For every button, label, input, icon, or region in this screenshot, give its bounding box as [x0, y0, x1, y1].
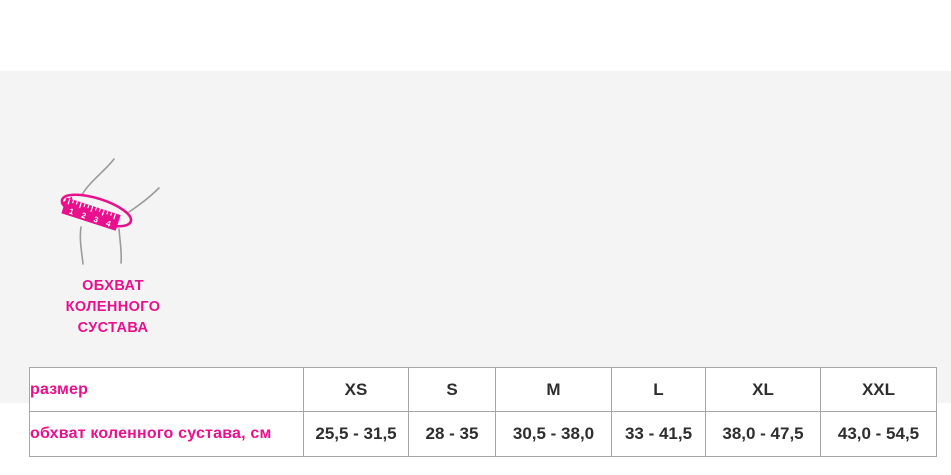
measurement-caption: ОБХВАТ КОЛЕННОГО СУСТАВА	[27, 276, 199, 339]
size-header-xs: XS	[303, 367, 409, 412]
caption-line-1: ОБХВАТ	[82, 278, 144, 294]
leg-outline	[79, 158, 160, 265]
tape-ruler-band: 1 2 3 4	[61, 197, 121, 231]
size-range-l: 33 - 41,5	[611, 411, 706, 457]
svg-text:3: 3	[93, 215, 101, 225]
row-label-circumference: обхват коленного сустава, см	[29, 411, 304, 457]
size-range-xxl: 43,0 - 54,5	[820, 411, 937, 457]
tape-ticks	[67, 198, 117, 220]
size-header-m: M	[495, 367, 612, 412]
size-header-l: L	[611, 367, 706, 412]
tape-number-labels: 1 2 3 4	[68, 207, 113, 229]
size-header-s: S	[408, 367, 496, 412]
size-header-xl: XL	[705, 367, 821, 412]
size-table-values-row: обхват коленного сустава, см 25,5 - 31,5…	[29, 411, 937, 457]
size-table-header-row: размер XS S M L XL XXL	[29, 367, 937, 412]
caption-line-3: СУСТАВА	[77, 320, 149, 336]
size-range-s: 28 - 35	[408, 411, 496, 457]
caption-line-2: КОЛЕННОГО	[65, 299, 161, 315]
knee-measuring-tape-icon: 1 2 3 4	[60, 158, 160, 265]
size-range-xs: 25,5 - 31,5	[303, 411, 409, 457]
size-range-m: 30,5 - 38,0	[495, 411, 612, 457]
size-range-xl: 38,0 - 47,5	[705, 411, 821, 457]
svg-text:2: 2	[80, 211, 88, 221]
size-chart-panel: 1 2 3 4 ОБХВАТ КОЛЕННОГО СУСТАВА размер …	[0, 71, 951, 457]
size-header-xxl: XXL	[820, 367, 937, 412]
svg-text:4: 4	[105, 219, 113, 229]
svg-text:1: 1	[68, 207, 76, 217]
size-table: размер XS S M L XL XXL обхват коленного …	[29, 367, 937, 457]
row-label-size: размер	[29, 367, 304, 412]
